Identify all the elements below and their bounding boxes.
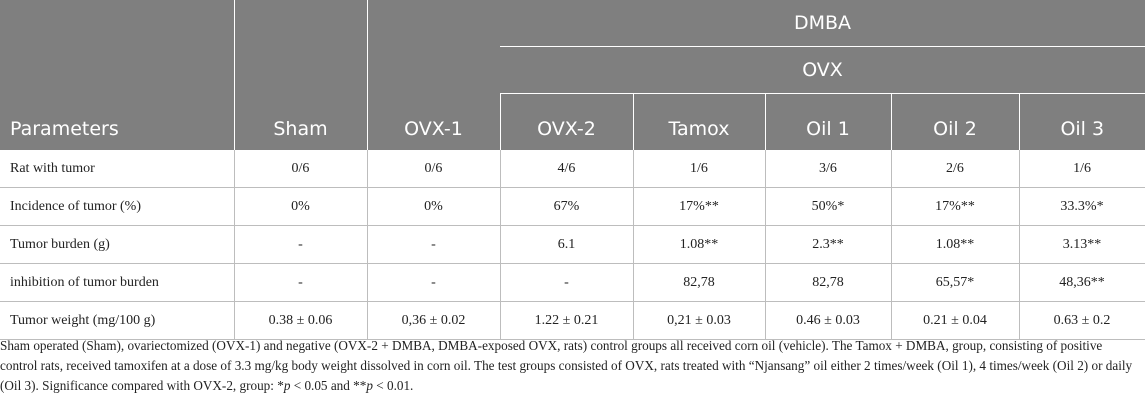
footnote-text: < 0.01.: [372, 378, 414, 393]
table-cell: 1.08**: [632, 225, 765, 264]
table-cell: 0/6: [233, 150, 367, 188]
table-cell: 1.22 ± 0.21: [499, 301, 633, 340]
header-sham: Sham: [233, 0, 367, 150]
header-row-subgroup: OVX: [0, 46, 1145, 94]
table-cell: 4/6: [499, 150, 633, 188]
table-cell: -: [366, 225, 500, 264]
table-cell: 0,36 ± 0.02: [366, 301, 500, 340]
header-oil3: Oil 3: [1018, 93, 1145, 150]
table-footnote: Sham operated (Sham), ovariectomized (OV…: [0, 336, 1140, 396]
table-cell: 0,21 ± 0.03: [632, 301, 765, 340]
table-cell: 0%: [233, 187, 367, 226]
table-cell: -: [499, 263, 633, 302]
footnote-text: < 0.05 and **: [290, 378, 367, 393]
table-row: Incidence of tumor (%) 0% 0% 67% 17%** 50%* 17…: [0, 187, 1145, 226]
p-value-symbol: p: [283, 378, 291, 393]
table-row: inhibition of tumor burden - - -82,78 82,78 6…: [0, 263, 1145, 302]
table-cell: 82,78: [632, 263, 765, 302]
table-row: Tumor burden (g) - -6.1 1.08** 2.3** 1.08** 3.…: [0, 225, 1145, 264]
table-cell: 33.3%*: [1018, 187, 1145, 226]
row-label: Incidence of tumor (%): [0, 187, 234, 226]
table-cell: 65,57*: [890, 263, 1019, 302]
table-row: Rat with tumor 0/6 0/6 4/6 1/6 3/6 2/6 1/6: [0, 150, 1145, 188]
results-table: Parameters Sham DMBA OVX OVX-1 OVX-2 Tam…: [0, 0, 1145, 340]
table-cell: 6.1: [499, 225, 633, 264]
table-cell: -: [233, 225, 367, 264]
table-cell: 82,78: [764, 263, 891, 302]
table-cell: -: [233, 263, 367, 302]
table-cell: 0%: [366, 187, 500, 226]
header-ovx1: OVX-1: [366, 93, 500, 150]
table-cell: 0.46 ± 0.03: [764, 301, 891, 340]
header-row-group: Parameters Sham DMBA: [0, 0, 1145, 150]
row-label: Tumor weight (mg/100 g): [0, 301, 234, 340]
table-cell: 0/6: [366, 150, 500, 188]
table-cell: 67%: [499, 187, 633, 226]
row-label: Tumor burden (g): [0, 225, 234, 264]
table-cell: 0.38 ± 0.06: [233, 301, 367, 340]
table-cell: 17%**: [632, 187, 765, 226]
table-cell: 2.3**: [764, 225, 891, 264]
table-cell: 50%*: [764, 187, 891, 226]
table-cell: -: [366, 263, 500, 302]
table-cell: 3/6: [764, 150, 891, 188]
header-parameters: Parameters: [0, 0, 234, 150]
table-cell: 17%**: [890, 187, 1019, 226]
table-cell: 2/6: [890, 150, 1019, 188]
table-cell: 1/6: [1018, 150, 1145, 188]
table-body: Rat with tumor 0/6 0/6 4/6 1/6 3/6 2/6 1/6 Incid…: [0, 150, 1145, 340]
table-cell: 3.13**: [1018, 225, 1145, 264]
header-oil1: Oil 1: [764, 93, 891, 150]
header-dmba: DMBA: [500, 0, 1145, 47]
p-value-symbol: p: [366, 378, 373, 393]
table-row: Tumor weight (mg/100 g) 0.38 ± 0.06 0,36 ±…: [0, 301, 1145, 340]
row-label: inhibition of tumor burden: [0, 263, 234, 302]
table-cell: 48,36**: [1018, 263, 1145, 302]
header-oil2: Oil 2: [890, 93, 1019, 150]
footnote-text: Sham operated (Sham), ovariectomized (OV…: [0, 338, 1133, 393]
table-cell: 0.63 ± 0.2: [1018, 301, 1145, 340]
header-row-columns: OVX-1 OVX-2 Tamox Oil 1 Oil 2 Oil 3: [0, 93, 1145, 150]
table-cell: 1.08**: [890, 225, 1019, 264]
header-ovx: OVX: [500, 46, 1145, 94]
table-cell: 0.21 ± 0.04: [890, 301, 1019, 340]
header-tamox: Tamox: [632, 93, 765, 150]
header-blank: [366, 0, 500, 94]
header-ovx2: OVX-2: [499, 93, 633, 150]
table-cell: 1/6: [632, 150, 765, 188]
row-label: Rat with tumor: [0, 150, 234, 188]
